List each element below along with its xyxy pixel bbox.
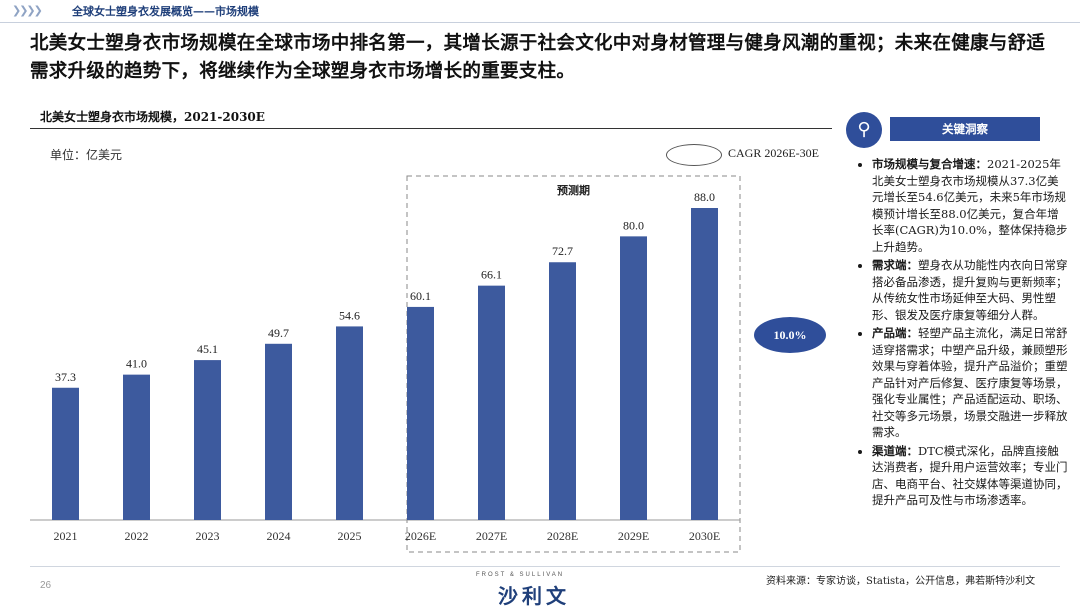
insights-title: 关键洞察	[890, 117, 1040, 141]
page-headline: 北美女士塑身衣市场规模在全球市场中排名第一，其增长源于社会文化中对身材管理与健身…	[30, 33, 1046, 82]
x-tick-label: 2021	[54, 529, 78, 543]
bar	[265, 343, 292, 520]
top-divider	[0, 22, 1080, 23]
insight-item-body: 塑身衣从功能性内衣向日常穿搭必备品渗透，提升复购与更新频率；从传统女性市场延伸至…	[872, 258, 1068, 322]
insights-list: 市场规模与复合增速：2021-2025年北美女士塑身衣市场规模从37.3亿美元增…	[858, 156, 1068, 509]
bar-value-label: 80.0	[623, 218, 644, 232]
breadcrumb: 全球女士塑身衣发展概览——市场规模	[72, 5, 259, 18]
bar-value-label: 66.1	[481, 268, 502, 282]
logo-subtitle: FROST & SULLIVAN	[476, 572, 565, 578]
x-tick-label: 2027E	[476, 529, 507, 543]
x-tick-label: 2029E	[618, 529, 649, 543]
source-note: 资料来源：专家访谈，Statista，公开信息，弗若斯特沙利文	[766, 576, 1036, 587]
insight-item: 产品端：轻塑产品主流化，满足日常舒适穿搭需求；中塑产品升级，兼顾塑形效果与穿着体…	[872, 325, 1068, 441]
x-tick-label: 2030E	[689, 529, 720, 543]
footer-divider	[30, 566, 1060, 567]
x-tick-label: 2025	[338, 529, 362, 543]
chevrons-icon: ❯❯❯❯	[12, 4, 43, 17]
insight-item-head: 市场规模与复合增速：	[872, 157, 987, 171]
insight-item-head: 需求端：	[872, 258, 918, 272]
bar	[407, 306, 434, 520]
insight-item-head: 渠道端：	[872, 443, 918, 458]
page-number: 26	[40, 580, 52, 591]
bar-value-label: 41.0	[126, 357, 147, 371]
bar-value-label: 45.1	[197, 342, 218, 356]
brand-logo: 沙利文	[498, 584, 570, 608]
forecast-box	[406, 175, 741, 553]
bar	[478, 285, 505, 520]
bar	[691, 208, 718, 520]
insight-item: 市场规模与复合增速：2021-2025年北美女士塑身衣市场规模从37.3亿美元增…	[872, 156, 1068, 255]
bar	[549, 262, 576, 520]
bar-value-label: 37.3	[55, 370, 76, 384]
insights-header: ⚲ 关键洞察	[846, 112, 1046, 148]
insight-item-body: 2021-2025年北美女士塑身衣市场规模从37.3亿美元增长至54.6亿美元，…	[872, 157, 1068, 254]
insight-item-body: 轻塑产品主流化，满足日常舒适穿搭需求；中塑产品升级，兼顾塑形效果与穿着体验，提升…	[872, 326, 1068, 439]
bar	[336, 326, 363, 520]
insight-item: 渠道端：DTC模式深化，品牌直接触达消费者，提升用户运营效率；专业门店、电商平台…	[872, 443, 1068, 509]
bar	[52, 387, 79, 520]
cagr-legend-label: CAGR 2026E-30E	[728, 146, 819, 160]
magnifier-icon: ⚲	[846, 112, 882, 148]
bar	[194, 360, 221, 520]
x-tick-label: 2028E	[547, 529, 578, 543]
forecast-label: 预测期	[557, 183, 590, 197]
bar-value-label: 49.7	[268, 326, 289, 340]
cagr-value-label: 10.0%	[774, 328, 807, 342]
x-tick-label: 2024	[267, 529, 291, 543]
insight-item-head: 产品端：	[872, 326, 918, 340]
chart-title: 北美女士塑身衣市场规模，2021-2030E	[40, 110, 265, 124]
x-tick-label: 2022	[125, 529, 149, 543]
bar-value-label: 72.7	[552, 244, 573, 258]
cagr-value-ellipse	[754, 317, 826, 353]
bar-value-label: 54.6	[339, 308, 360, 322]
bar	[620, 236, 647, 520]
x-tick-label: 2023	[196, 529, 220, 543]
insight-item-body: DTC模式深化，品牌直接触达消费者，提升用户运营效率；专业门店、电商平台、社交媒…	[872, 443, 1068, 508]
insights-panel: 市场规模与复合增速：2021-2025年北美女士塑身衣市场规模从37.3亿美元增…	[858, 156, 1068, 511]
bar-value-label: 88.0	[694, 190, 715, 204]
chart-unit: 单位：亿美元	[50, 148, 123, 162]
bar-value-label: 60.1	[410, 289, 431, 303]
bar-chart: 预测期 37.3 2021 41.0 2022 45.1 2023 49.7 2024 54.6 2…	[30, 175, 826, 553]
x-tick-label: 2026E	[405, 529, 436, 543]
bar	[123, 374, 150, 520]
chart-title-divider	[30, 128, 832, 129]
cagr-legend-ellipse	[666, 144, 722, 166]
insight-item: 需求端：塑身衣从功能性内衣向日常穿搭必备品渗透，提升复购与更新频率；从传统女性市…	[872, 257, 1068, 323]
top-bar: ❯❯❯❯ 全球女士塑身衣发展概览——市场规模	[0, 0, 1080, 23]
